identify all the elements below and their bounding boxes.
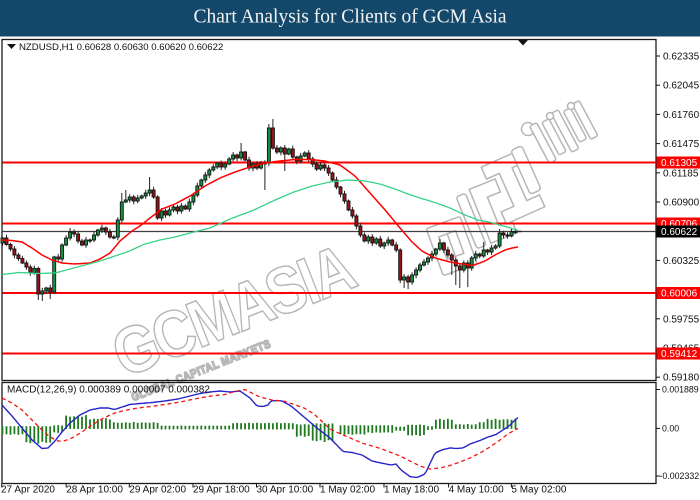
svg-text:0.59412: 0.59412 (661, 349, 698, 360)
svg-text:NZDUSD,H1 0.60628 0.60630 0.6: NZDUSD,H1 0.60628 0.60630 0.60620 0.6062… (19, 42, 223, 53)
svg-text:0.00: 0.00 (662, 424, 679, 434)
svg-text:29 Apr 18:00: 29 Apr 18:00 (193, 485, 250, 496)
svg-text:4 May 10:00: 4 May 10:00 (449, 485, 504, 496)
svg-text:0.60900: 0.60900 (663, 198, 700, 209)
svg-text:MACD(12,26,9) 0.000389 0.00000: MACD(12,26,9) 0.000389 0.000007 0.000382 (7, 385, 210, 396)
svg-text:0.60325: 0.60325 (663, 256, 700, 267)
svg-text:0.61760: 0.61760 (663, 110, 700, 121)
svg-text:0.60622: 0.60622 (661, 227, 698, 238)
svg-text:0.60006: 0.60006 (661, 289, 698, 300)
svg-text:-0.002332: -0.002332 (660, 471, 700, 481)
svg-text:0.60706: 0.60706 (661, 219, 698, 230)
svg-text:29 Apr 02:00: 29 Apr 02:00 (129, 485, 186, 496)
svg-text:5 May 02:00: 5 May 02:00 (511, 485, 566, 496)
svg-text:0.61305: 0.61305 (661, 158, 698, 169)
svg-text:0.61185: 0.61185 (663, 168, 699, 179)
svg-text:Chart Analysis for Clients of: Chart Analysis for Clients of GCM Asia (193, 7, 506, 28)
svg-text:27 Apr 2020: 27 Apr 2020 (1, 485, 55, 496)
svg-text:1 May 02:00: 1 May 02:00 (320, 485, 375, 496)
svg-text:0.61475: 0.61475 (663, 139, 700, 150)
svg-text:0.62045: 0.62045 (663, 81, 700, 92)
svg-text:1 May 18:00: 1 May 18:00 (384, 485, 439, 496)
svg-text:0.59180: 0.59180 (663, 373, 700, 384)
svg-text:0.001889: 0.001889 (662, 385, 699, 395)
svg-text:0.62335: 0.62335 (663, 52, 700, 63)
svg-text:0.59755: 0.59755 (663, 314, 700, 325)
svg-text:30 Apr 10:00: 30 Apr 10:00 (257, 485, 314, 496)
svg-text:28 Apr 10:00: 28 Apr 10:00 (66, 485, 123, 496)
